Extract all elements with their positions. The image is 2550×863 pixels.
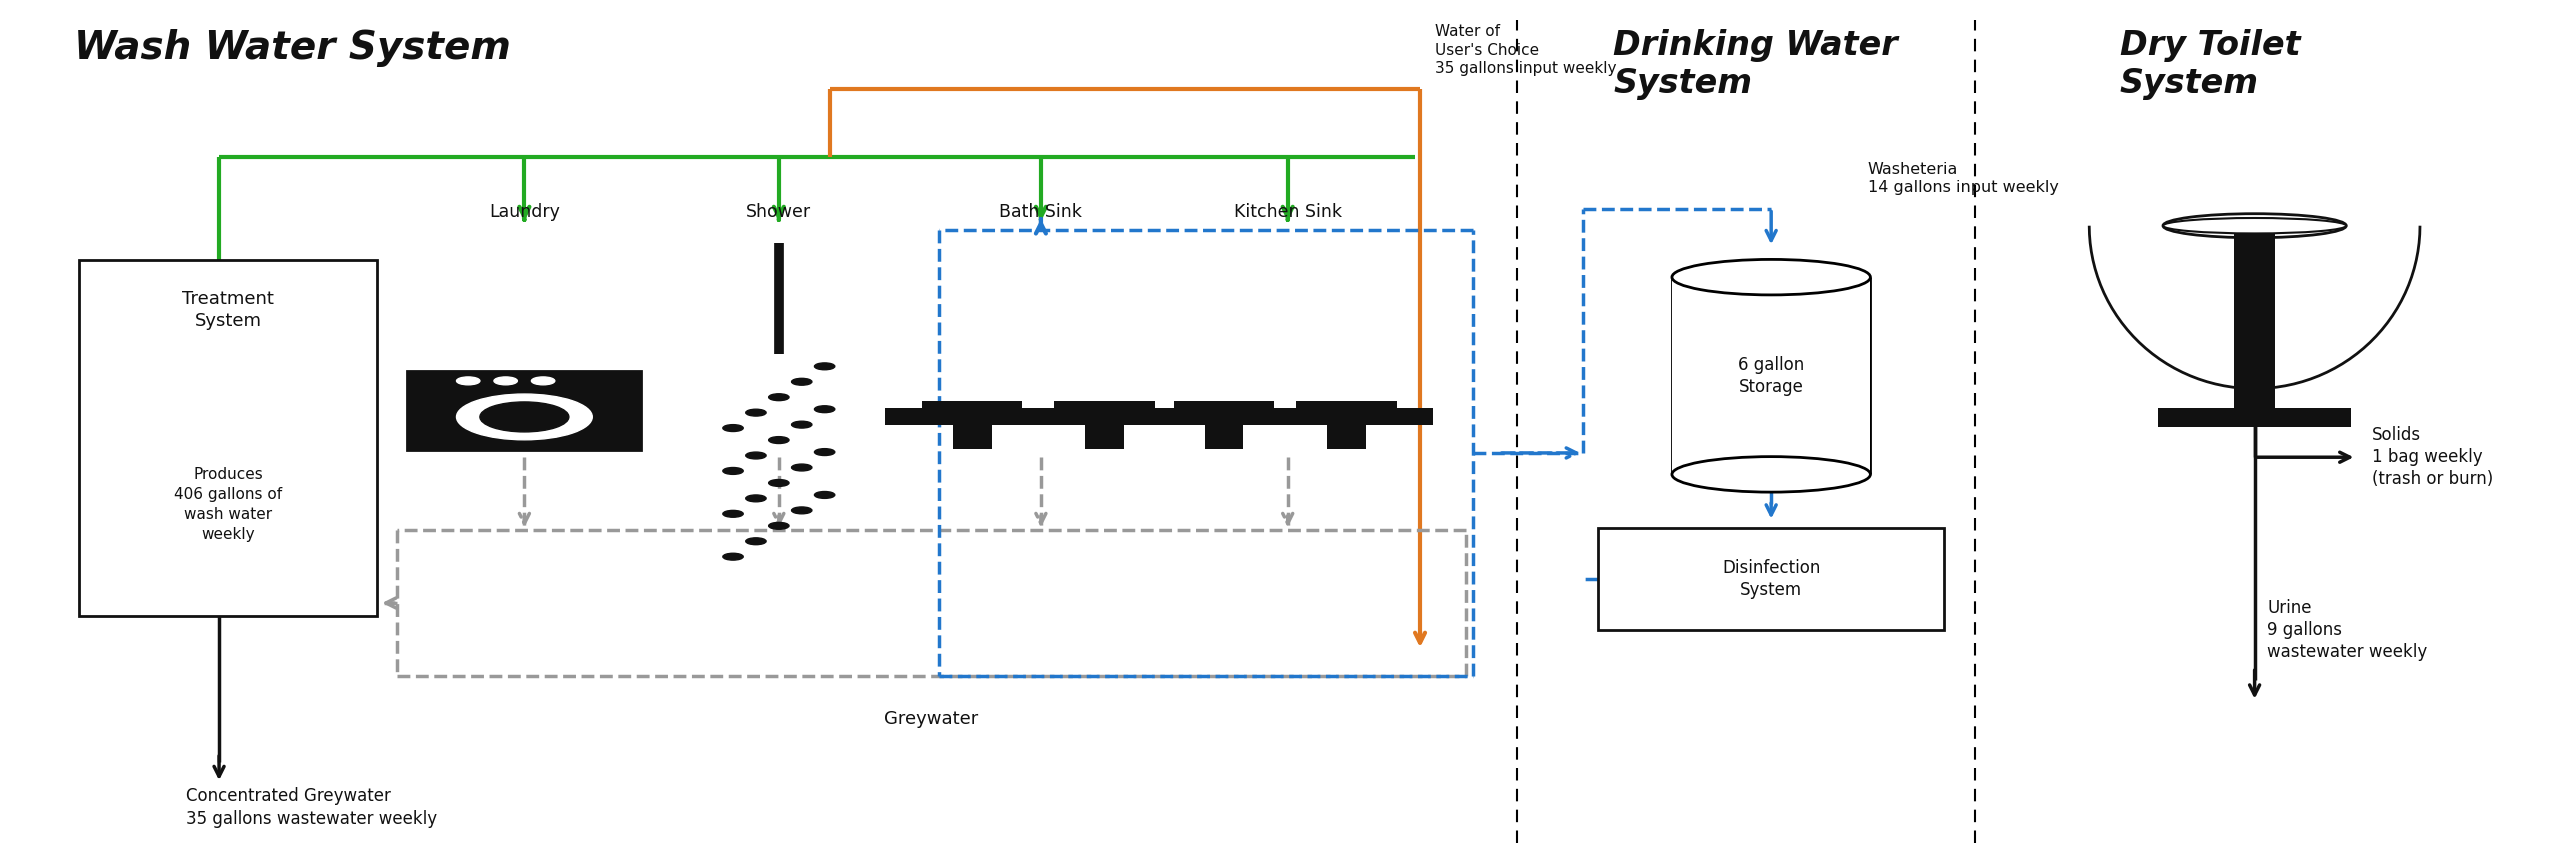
Ellipse shape [1673, 260, 1869, 295]
Circle shape [722, 553, 742, 560]
Circle shape [722, 468, 742, 475]
FancyBboxPatch shape [408, 370, 643, 450]
Circle shape [813, 492, 834, 498]
FancyBboxPatch shape [1017, 408, 1191, 425]
Text: 6 gallon
Storage: 6 gallon Storage [1739, 356, 1805, 396]
Circle shape [495, 377, 518, 385]
Circle shape [722, 510, 742, 517]
Circle shape [790, 507, 811, 513]
Text: Dry Toilet
System: Dry Toilet System [2119, 28, 2300, 100]
FancyBboxPatch shape [1204, 423, 1244, 449]
FancyBboxPatch shape [1086, 423, 1125, 449]
Text: Wash Water System: Wash Water System [74, 28, 510, 66]
FancyBboxPatch shape [954, 423, 992, 449]
FancyBboxPatch shape [2234, 222, 2275, 414]
Circle shape [790, 464, 811, 471]
Text: Washeteria
14 gallons input weekly: Washeteria 14 gallons input weekly [1867, 161, 2058, 195]
Circle shape [768, 394, 788, 400]
Circle shape [456, 377, 479, 385]
Ellipse shape [2162, 218, 2346, 233]
FancyBboxPatch shape [1599, 527, 1943, 631]
FancyBboxPatch shape [1053, 401, 1155, 408]
FancyBboxPatch shape [1173, 401, 1275, 408]
Text: Produces
406 gallons of
wash water
weekly: Produces 406 gallons of wash water weekl… [173, 467, 283, 542]
Circle shape [790, 421, 811, 428]
Text: Bath Sink: Bath Sink [1000, 204, 1081, 222]
FancyBboxPatch shape [1260, 408, 1433, 425]
Text: Treatment
System: Treatment System [181, 290, 273, 331]
FancyBboxPatch shape [79, 260, 377, 616]
Circle shape [813, 449, 834, 456]
Text: Urine
9 gallons
wastewater weekly: Urine 9 gallons wastewater weekly [2267, 599, 2428, 661]
FancyBboxPatch shape [1137, 408, 1311, 425]
Text: Water of
User's Choice
35 gallons input weekly: Water of User's Choice 35 gallons input … [1436, 24, 1617, 77]
Circle shape [813, 406, 834, 413]
Circle shape [768, 480, 788, 487]
Circle shape [530, 377, 556, 385]
Circle shape [790, 378, 811, 385]
Text: Solids
1 bag weekly
(trash or burn): Solids 1 bag weekly (trash or burn) [2372, 426, 2494, 488]
FancyBboxPatch shape [1295, 401, 1397, 408]
Text: Kitchen Sink: Kitchen Sink [1234, 204, 1341, 222]
Circle shape [745, 452, 765, 459]
FancyBboxPatch shape [1673, 277, 1869, 475]
Text: Greywater: Greywater [885, 710, 979, 728]
Circle shape [745, 409, 765, 416]
FancyBboxPatch shape [1326, 423, 1367, 449]
Text: Laundry: Laundry [490, 204, 561, 222]
Text: Concentrated Greywater
35 gallons wastewater weekly: Concentrated Greywater 35 gallons wastew… [186, 787, 436, 828]
Circle shape [768, 522, 788, 529]
FancyBboxPatch shape [885, 408, 1058, 425]
Text: Shower: Shower [747, 204, 811, 222]
Text: Drinking Water
System: Drinking Water System [1614, 28, 1897, 100]
Circle shape [456, 394, 592, 440]
Circle shape [745, 495, 765, 501]
Ellipse shape [2162, 214, 2346, 237]
Circle shape [722, 425, 742, 432]
FancyBboxPatch shape [923, 401, 1023, 408]
Circle shape [745, 538, 765, 545]
Circle shape [479, 402, 569, 432]
Ellipse shape [1673, 457, 1869, 492]
FancyBboxPatch shape [2157, 408, 2351, 427]
Circle shape [768, 437, 788, 444]
Text: Disinfection
System: Disinfection System [1721, 559, 1821, 599]
Circle shape [813, 363, 834, 369]
